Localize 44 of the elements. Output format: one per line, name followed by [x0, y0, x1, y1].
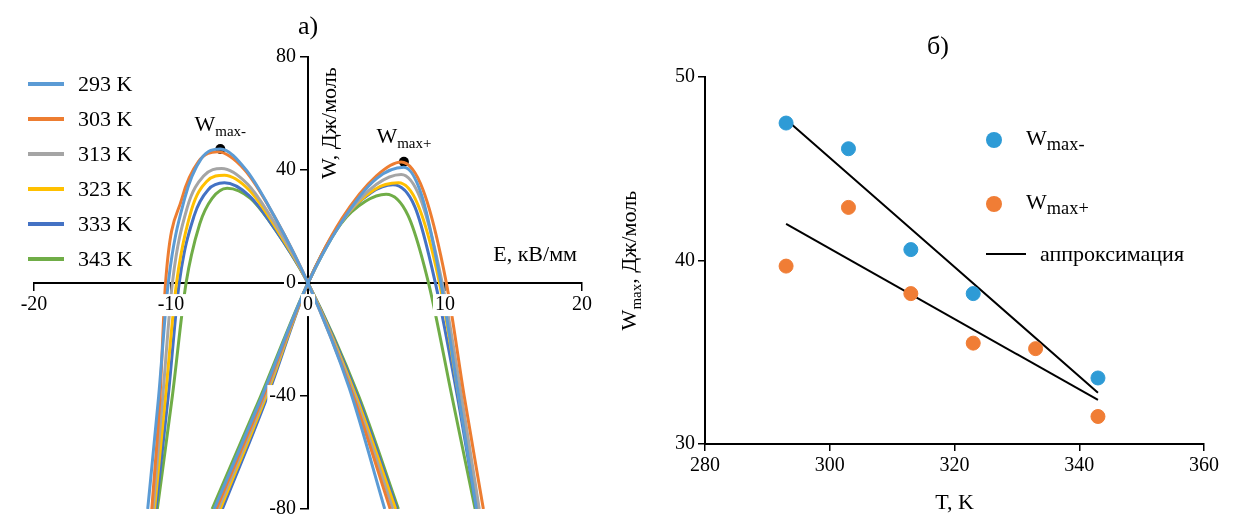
point — [965, 286, 981, 302]
y-tick-label: -40 — [269, 383, 297, 406]
y-tick-label: 40 — [276, 157, 296, 180]
legend-label: 313 K — [78, 140, 133, 167]
y-tick-label: 30 — [675, 431, 695, 454]
legend-label: аппроксимация — [1040, 240, 1184, 267]
point — [840, 199, 856, 215]
x-tick-label: 340 — [1064, 453, 1095, 476]
legend-label: 323 K — [78, 175, 133, 202]
legend-label: W$_{max+}$ — [1026, 188, 1089, 220]
legend-label: W$_{max-}$ — [1026, 124, 1085, 156]
y-tick-label: 40 — [675, 247, 695, 270]
chart-title: б) — [927, 31, 949, 61]
y-axis-title: W, Дж/моль — [315, 67, 341, 179]
legend-label: 333 K — [78, 210, 133, 237]
x-tick-label: 0 — [303, 292, 313, 315]
x-tick-label: -10 — [157, 292, 185, 315]
point — [1090, 370, 1106, 386]
y-tick-label: 50 — [675, 64, 695, 87]
x-axis-title: T, K — [935, 488, 974, 514]
x-tick-label: -20 — [20, 292, 48, 315]
y-tick-label: 80 — [276, 44, 296, 67]
y-tick-label: 0 — [286, 270, 296, 293]
legend-label: 343 K — [78, 245, 133, 272]
x-tick-label: 280 — [690, 453, 720, 476]
x-tick-label: 300 — [814, 453, 845, 476]
point — [778, 115, 794, 131]
point — [1090, 408, 1106, 424]
point — [903, 242, 919, 258]
x-tick-label: 320 — [939, 453, 970, 476]
x-tick-label: 360 — [1189, 453, 1219, 476]
chart-title: а) — [297, 11, 319, 41]
point — [903, 286, 919, 302]
point — [778, 258, 794, 274]
y-axis-title: Wmax, Дж/моль — [615, 190, 644, 331]
point — [965, 335, 981, 351]
legend-label: 293 K — [78, 70, 133, 97]
legend-label: 303 K — [78, 105, 133, 132]
x-tick-label: 10 — [435, 292, 455, 315]
x-axis-title: E, кВ/мм — [493, 240, 578, 266]
point — [840, 141, 856, 157]
y-tick-label: -80 — [269, 496, 297, 519]
x-tick-label: 20 — [572, 292, 592, 315]
point — [1028, 341, 1044, 357]
